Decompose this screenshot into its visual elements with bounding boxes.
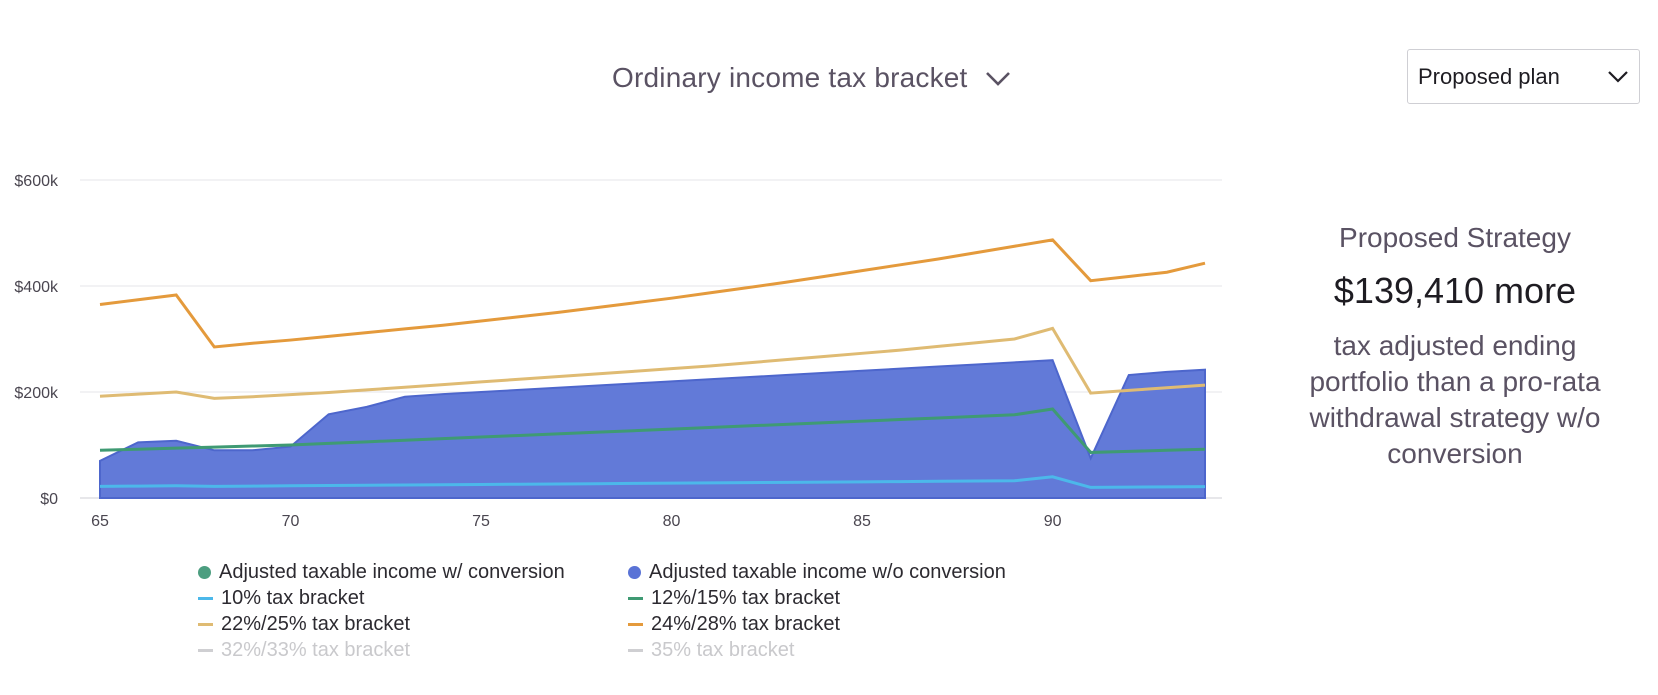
chart-title: Ordinary income tax bracket — [612, 62, 968, 93]
chevron-down-icon — [1608, 70, 1628, 83]
x-tick-label: 75 — [472, 513, 490, 530]
legend-line-marker — [198, 622, 213, 626]
y-tick-label: $200k — [14, 385, 59, 402]
legend-line-marker — [628, 622, 643, 626]
legend-line-marker — [198, 648, 213, 652]
chevron-down-icon — [985, 72, 1010, 86]
legend-label: 12%/15% tax bracket — [651, 586, 840, 609]
legend-item[interactable]: 10% tax bracket — [198, 586, 628, 610]
plan-select[interactable]: Proposed plan — [1407, 49, 1640, 104]
legend-item[interactable]: Adjusted taxable income w/ conversion — [198, 560, 628, 584]
legend-line-marker — [628, 648, 643, 652]
legend-item[interactable]: 12%/15% tax bracket — [628, 586, 1058, 610]
y-tick-label: $0 — [40, 491, 58, 508]
legend-line-marker — [628, 596, 643, 600]
strategy-summary: Proposed Strategy $139,410 more tax adju… — [1280, 222, 1630, 472]
y-tick-label: $400k — [14, 279, 59, 296]
strategy-description: tax adjusted ending portfolio than a pro… — [1309, 330, 1601, 469]
series-line-4 — [99, 238, 1206, 349]
x-tick-label: 80 — [663, 513, 681, 530]
legend-label: 24%/28% tax bracket — [651, 612, 840, 635]
x-tick-label: 65 — [91, 513, 109, 530]
legend-dot-marker — [198, 565, 211, 579]
legend-dot-marker — [628, 565, 641, 579]
x-tick-label: 90 — [1044, 513, 1062, 530]
legend-label: Adjusted taxable income w/o conversion — [649, 560, 1006, 583]
legend-item[interactable]: 35% tax bracket — [628, 638, 1058, 662]
plan-select-value: Proposed plan — [1418, 63, 1560, 89]
series-line-1 — [99, 475, 1206, 489]
strategy-title: Proposed Strategy — [1339, 222, 1571, 253]
legend-label: 35% tax bracket — [651, 638, 795, 661]
legend-item[interactable]: 22%/25% tax bracket — [198, 612, 628, 636]
legend-label: Adjusted taxable income w/ conversion — [219, 560, 565, 583]
strategy-amount: $139,410 more — [1333, 270, 1577, 311]
chart-type-selector[interactable]: Ordinary income tax bracket — [612, 58, 1012, 98]
tax-bracket-chart: $0 $200k $400k $600k 65 70 75 80 85 90 — [14, 173, 1222, 530]
legend-item[interactable]: Adjusted taxable income w/o conversion — [628, 560, 1058, 584]
y-tick-label: $600k — [14, 173, 59, 190]
legend-label: 32%/33% tax bracket — [221, 638, 410, 661]
x-tick-label: 85 — [853, 513, 871, 530]
legend-line-marker — [198, 596, 213, 600]
legend-item[interactable]: 24%/28% tax bracket — [628, 612, 1058, 636]
series-line-3 — [99, 326, 1206, 400]
legend-label: 22%/25% tax bracket — [221, 612, 410, 635]
x-tick-label: 70 — [282, 513, 300, 530]
legend-label: 10% tax bracket — [221, 586, 365, 609]
series-line-2 — [99, 407, 1206, 454]
chart-legend: Adjusted taxable income w/ conversion Adj… — [198, 560, 1078, 662]
legend-item[interactable]: 32%/33% tax bracket — [198, 638, 628, 662]
